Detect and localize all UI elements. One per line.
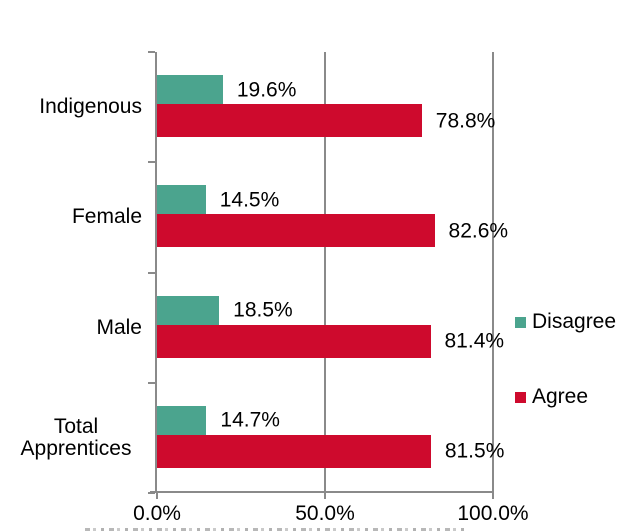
bar-disagree-1: [157, 185, 206, 215]
y-axis-tick: [148, 272, 155, 274]
value-label-disagree-3: 14.7%: [220, 408, 280, 432]
category-label-3: Total Apprentices: [20, 414, 132, 460]
category-label-2: Male: [96, 315, 142, 339]
x-axis-tick: [156, 491, 158, 499]
value-label-agree-0: 78.8%: [435, 109, 496, 132]
value-label-agree-1: 82.6%: [448, 219, 509, 243]
value-label-disagree-0: 19.6%: [236, 78, 297, 101]
y-axis-tick: [148, 492, 155, 494]
bar-agree-0: [157, 104, 422, 137]
x-axis-tick-label: 50.0%: [295, 502, 355, 525]
value-label-agree-3: 81.5%: [444, 439, 505, 463]
legend-label-agree: Agree: [532, 385, 589, 408]
y-axis-line: [155, 52, 157, 493]
legend-swatch-disagree: [515, 316, 526, 328]
y-axis-tick: [148, 161, 155, 163]
legend-item-agree: Agree: [515, 385, 588, 409]
y-axis-tick: [148, 51, 155, 53]
y-axis-tick: [148, 382, 155, 384]
gridline-50: [324, 52, 326, 493]
value-label-disagree-1: 14.5%: [219, 188, 280, 212]
value-label-disagree-2: 18.5%: [233, 298, 293, 322]
x-axis-tick: [492, 491, 494, 499]
legend-swatch-agree: [515, 391, 526, 403]
bar-disagree-3: [157, 405, 207, 435]
bar-agree-3: [157, 434, 431, 468]
clipped-source-caption: [85, 528, 465, 531]
bar-agree-1: [157, 214, 435, 248]
gridline-100: [492, 52, 494, 493]
x-axis-tick: [324, 491, 326, 499]
bar-agree-2: [157, 324, 431, 358]
legend-label-disagree: Disagree: [532, 310, 617, 333]
category-label-0: Indigenous: [39, 95, 142, 119]
bar-disagree-0: [157, 75, 223, 104]
category-label-1: Female: [71, 205, 142, 229]
value-label-agree-2: 81.4%: [444, 329, 505, 353]
x-axis-tick-label: 0.0%: [133, 502, 181, 525]
x-axis-line: [150, 491, 493, 493]
x-axis-tick-label: 100.0%: [457, 502, 529, 525]
bar-disagree-2: [157, 295, 220, 325]
legend-item-disagree: Disagree: [515, 310, 616, 334]
